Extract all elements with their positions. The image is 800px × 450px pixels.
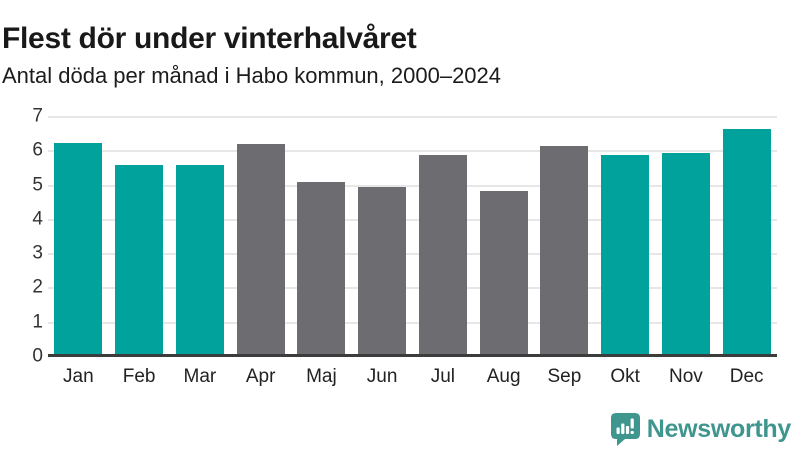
- bar-slot: [595, 117, 656, 357]
- bar-jan: [54, 142, 103, 357]
- x-axis-label: Dec: [729, 366, 764, 387]
- y-tick-label: 7: [32, 105, 43, 127]
- gridline: [48, 253, 777, 256]
- bar-dec: [722, 129, 771, 357]
- page-title: Flest dör under vinterhalvåret: [2, 22, 417, 56]
- y-axis: 0 1 2 3 4 5 6 7: [0, 0, 43, 450]
- bar-nov: [661, 153, 710, 357]
- bar-sep: [540, 146, 589, 357]
- plot-area: [48, 116, 777, 357]
- bar-jun: [358, 187, 407, 357]
- bar-slot: [230, 117, 291, 357]
- gridline: [48, 218, 777, 221]
- x-axis-label: Jan: [63, 366, 94, 387]
- x-axis: Jan Feb Mar Apr Maj Jun Jul Aug Sep Okt Nov Dec: [48, 366, 777, 388]
- x-axis-label: Feb: [122, 366, 156, 387]
- bar-slot: [48, 117, 109, 357]
- bar-chart-speech-bubble-icon: [610, 413, 640, 446]
- bar-slot: [473, 117, 534, 357]
- bars-container: [48, 117, 777, 357]
- bar-slot: [656, 117, 717, 357]
- y-tick-label: 0: [32, 345, 43, 367]
- gridline: [48, 150, 777, 153]
- y-tick-label: 4: [32, 208, 43, 230]
- bar-slot: [413, 117, 474, 357]
- x-axis-label: Sep: [547, 366, 582, 387]
- x-axis-label: Nov: [668, 366, 703, 387]
- brand-logo: Newsworthy: [610, 413, 792, 446]
- x-axis-label: Jul: [430, 366, 456, 387]
- gridline: [48, 116, 777, 118]
- x-axis-label: Jun: [366, 366, 398, 387]
- brand-name: Newsworthy: [646, 415, 792, 443]
- gridline: [48, 184, 777, 187]
- x-axis-label: Mar: [183, 366, 217, 387]
- bar-slot: [109, 117, 170, 357]
- page-subtitle: Antal döda per månad i Habo kommun, 2000…: [2, 63, 502, 88]
- y-tick-label: 1: [32, 311, 43, 333]
- y-tick-label: 2: [32, 276, 43, 298]
- bar-jul: [418, 154, 467, 357]
- bar-mar: [175, 165, 224, 357]
- y-tick-label: 5: [32, 174, 43, 196]
- gridline: [48, 287, 777, 290]
- bar-slot: [534, 117, 595, 357]
- bar-okt: [601, 154, 650, 357]
- y-tick-label: 6: [32, 139, 43, 161]
- x-axis-label: Okt: [610, 366, 640, 387]
- x-axis-label: Apr: [245, 366, 276, 387]
- gridline: [48, 321, 777, 324]
- y-tick-label: 3: [32, 242, 43, 264]
- bar-slot: [170, 117, 231, 357]
- bar-chart: [0, 116, 800, 357]
- x-axis-line: [48, 354, 777, 357]
- x-axis-label: Aug: [486, 366, 521, 387]
- bar-apr: [236, 144, 285, 357]
- x-axis-label: Maj: [306, 366, 337, 387]
- bar-feb: [115, 165, 164, 357]
- bar-slot: [352, 117, 413, 357]
- bar-slot: [291, 117, 352, 357]
- bar-slot: [716, 117, 777, 357]
- bar-aug: [479, 190, 528, 357]
- bar-maj: [297, 182, 346, 357]
